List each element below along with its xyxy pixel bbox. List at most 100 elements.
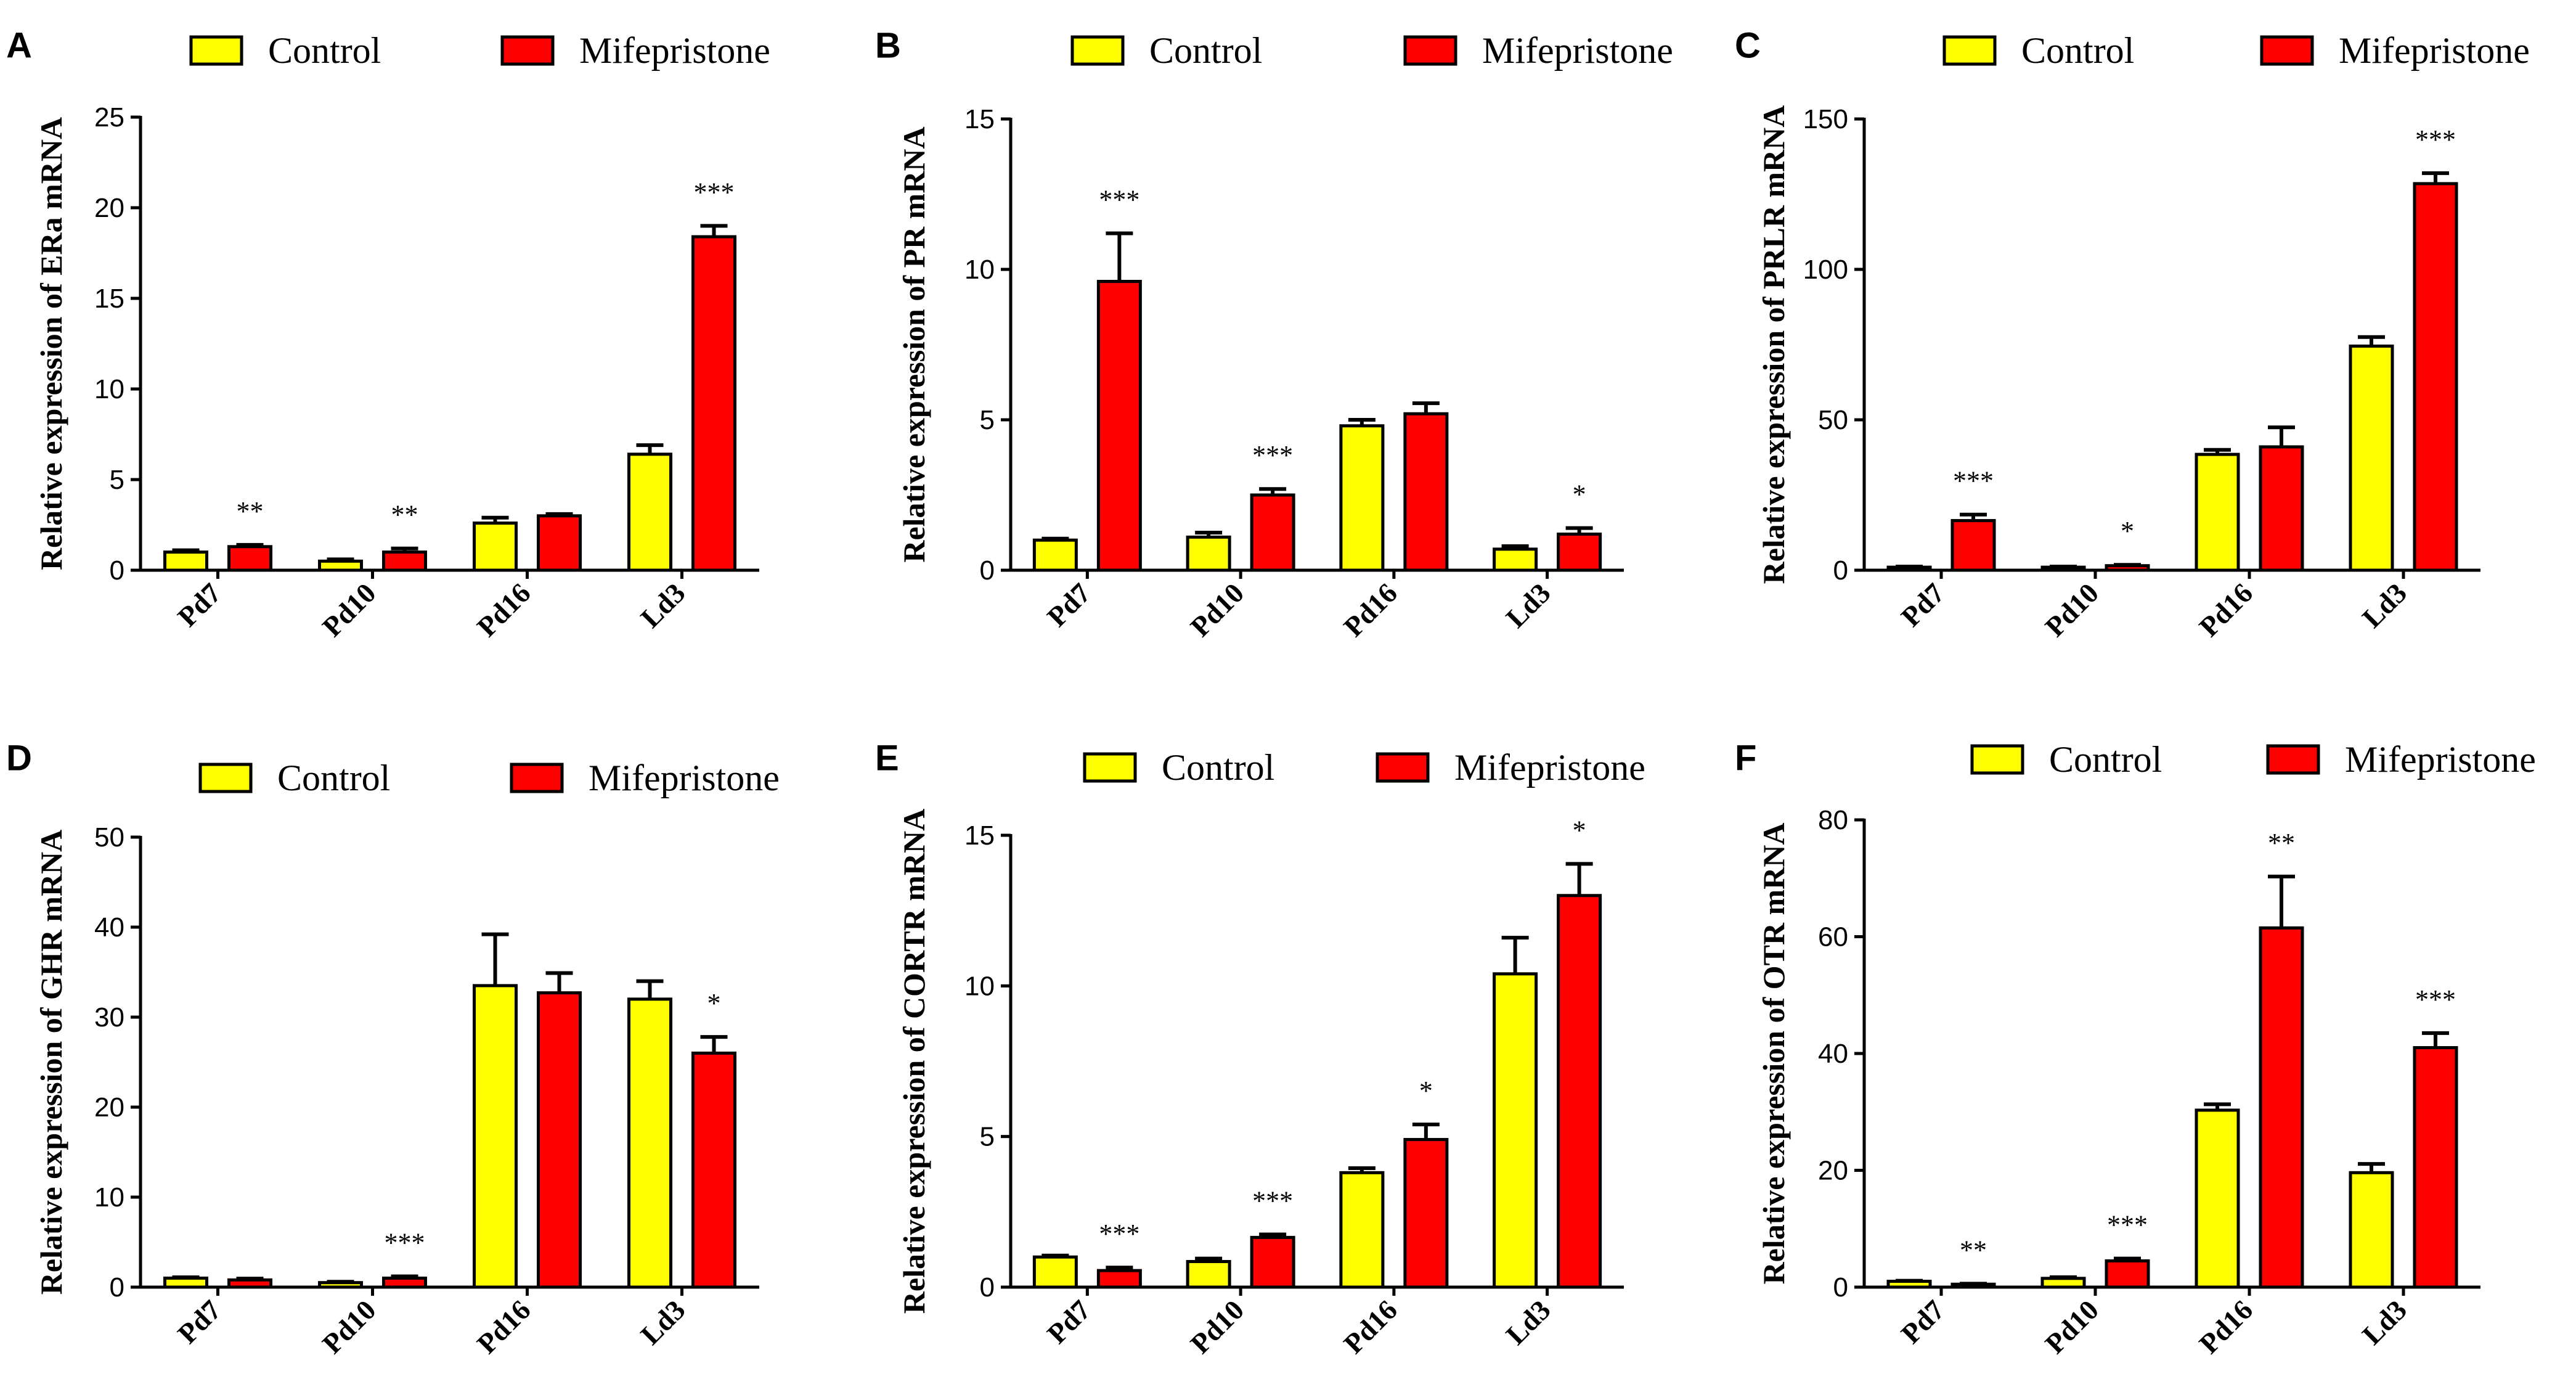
significance-marker: * [1419, 1076, 1433, 1106]
panel-e: E Control Mifepristone Relative expression … [875, 739, 1645, 1360]
bar-control-pd10 [2040, 565, 2086, 572]
legend-control-swatch [189, 35, 243, 66]
legend-control: Control [198, 758, 390, 798]
bar-mifepristone-pd10 [1250, 1235, 1295, 1289]
panel-letter: C [1735, 26, 1761, 66]
category-label: Ld3 [2356, 1294, 2413, 1351]
legend-mifepristone-label: Mifepristone [1482, 30, 1673, 71]
y-tick-label: 10 [964, 971, 995, 1001]
category-label: Ld3 [1500, 1294, 1557, 1351]
y-tick-label: 5 [110, 465, 124, 495]
y-axis-label: Relative expression of PRLR mRNA [1756, 105, 1791, 584]
y-axis-label: Relative expression of OTR mRNA [1756, 823, 1791, 1285]
category-label: Pd16 [1337, 577, 1403, 643]
significance-marker: * [2121, 516, 2134, 546]
bar-control-pd7 [163, 550, 208, 572]
y-tick-label: 40 [1818, 1039, 1848, 1069]
y-tick-label: 40 [94, 912, 124, 943]
category-label: Pd16 [471, 577, 537, 643]
significance-marker: *** [2415, 125, 2456, 155]
y-tick-label: 10 [964, 255, 995, 285]
y-tick-label: 60 [1818, 922, 1848, 952]
legend-mifepristone-label: Mifepristone [589, 758, 780, 798]
bar-control-pd7 [1886, 565, 1932, 572]
legend-mifepristone-swatch [500, 35, 555, 66]
bar-mifepristone-pd10 [2105, 1259, 2150, 1289]
bar-mifepristone-pd16 [537, 514, 582, 572]
panel-c: C Control Mifepristone Relative expression … [1735, 26, 2530, 643]
legend-control-label: Control [277, 758, 390, 798]
y-tick-label: 20 [94, 1092, 124, 1123]
bar-mifepristone-ld3 [691, 235, 736, 572]
category-label: Pd16 [1337, 1294, 1403, 1360]
category-label: Pd7 [171, 577, 227, 632]
category-label: Pd7 [171, 1294, 227, 1349]
significance-marker: *** [2107, 1210, 2148, 1240]
legend-mifepristone: Mifepristone [510, 758, 780, 798]
legend-mifepristone: Mifepristone [1376, 747, 1645, 788]
panel-letter: D [6, 739, 32, 779]
legend-control: Control [1970, 739, 2162, 780]
bar-mifepristone-pd7 [1096, 1269, 1142, 1289]
significance-marker: *** [385, 1227, 425, 1258]
bar-control-pd16 [473, 522, 518, 572]
bar-mifepristone-pd7 [1950, 1282, 1996, 1289]
legend-mifepristone: Mifepristone [1403, 30, 1673, 71]
y-tick-label: 5 [980, 405, 995, 435]
bar-mifepristone-pd16 [1403, 1138, 1449, 1289]
y-tick-label: 30 [94, 1002, 124, 1033]
significance-marker: ** [391, 500, 418, 530]
y-tick-label: 5 [980, 1122, 995, 1152]
significance-marker: *** [1252, 440, 1293, 470]
legend-control-swatch [1083, 752, 1137, 783]
bar-mifepristone-pd16 [2259, 926, 2304, 1289]
bar-control-ld3 [1493, 972, 1538, 1289]
legend-mifepristone: Mifepristone [500, 30, 770, 71]
legend-control: Control [189, 30, 381, 71]
significance-marker: *** [1953, 466, 1994, 496]
legend-mifepristone-swatch [1376, 752, 1430, 783]
bar-mifepristone-pd16 [1403, 412, 1449, 572]
bar-control-pd10 [318, 1281, 363, 1289]
category-label: Pd10 [316, 577, 382, 643]
bar-mifepristone-pd7 [1096, 280, 1142, 572]
y-tick-label: 0 [1833, 555, 1848, 586]
bar-control-pd16 [2195, 452, 2240, 572]
bar-control-pd7 [1886, 1280, 1932, 1289]
significance-marker: ** [237, 496, 264, 526]
bar-mifepristone-ld3 [1557, 532, 1602, 572]
legend-mifepristone-label: Mifepristone [2345, 739, 2536, 780]
legend-mifepristone-swatch [2260, 35, 2314, 66]
bar-control-pd16 [2195, 1108, 2240, 1289]
category-label: Pd10 [2039, 1294, 2105, 1360]
y-tick-label: 25 [94, 102, 124, 133]
y-tick-label: 10 [94, 1182, 124, 1213]
bar-control-ld3 [1493, 547, 1538, 572]
legend-control: Control [1083, 747, 1274, 788]
category-label: Pd16 [2193, 1294, 2259, 1360]
panel-d: D Control Mifepristone Relative expression … [6, 739, 780, 1360]
legend-control-swatch [198, 763, 253, 793]
significance-marker: *** [1099, 1219, 1139, 1249]
panel-letter: E [875, 739, 899, 779]
y-tick-label: 150 [1803, 104, 1848, 134]
significance-marker: *** [1252, 1185, 1293, 1216]
y-tick-label: 20 [1818, 1156, 1848, 1186]
significance-marker: * [1573, 815, 1586, 845]
bar-mifepristone-ld3 [2413, 182, 2458, 572]
bar-mifepristone-pd7 [227, 545, 272, 572]
bar-mifepristone-pd10 [382, 1276, 427, 1289]
legend-control-swatch [1970, 744, 2024, 775]
category-label: Pd16 [471, 1294, 537, 1360]
significance-marker: *** [1099, 184, 1139, 215]
bar-control-pd10 [1186, 535, 1231, 572]
legend-mifepristone: Mifepristone [2266, 739, 2536, 780]
category-label: Ld3 [634, 577, 691, 634]
y-tick-label: 0 [980, 1272, 995, 1303]
bar-control-ld3 [2349, 1171, 2394, 1289]
bar-control-pd7 [163, 1276, 208, 1289]
category-label: Pd7 [1041, 577, 1096, 632]
category-label: Ld3 [1500, 577, 1557, 634]
bar-control-pd16 [473, 984, 518, 1289]
significance-marker: *** [2415, 984, 2456, 1015]
